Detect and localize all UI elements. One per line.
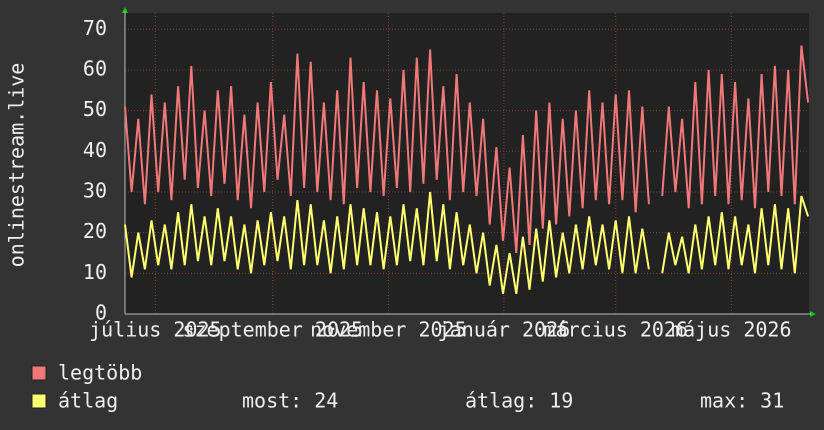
legend-label: átlag [58, 389, 118, 413]
legend-swatch [31, 393, 47, 409]
x-tick-label: szeptember 2025 [182, 318, 363, 342]
stat-value: 19 [549, 389, 573, 413]
y-tick-label: 70 [83, 16, 107, 40]
stat-label: átlag: [465, 389, 537, 413]
y-axis-label: onlinestream.live [5, 63, 29, 268]
series-line [124, 45, 810, 254]
x-tick-label: január 2026 [438, 318, 570, 342]
axis-arrow [810, 311, 816, 317]
y-tick-label: 20 [83, 219, 107, 243]
y-tick-label: 60 [83, 56, 107, 80]
legend-label: legtöbb [58, 361, 142, 385]
x-tick-label: május 2026 [671, 318, 791, 342]
plot-area [125, 13, 809, 314]
y-tick-label: 40 [83, 138, 107, 162]
stat-value: 24 [314, 389, 338, 413]
x-tick-label: július 2025 [89, 318, 221, 342]
x-tick-label: november 2025 [310, 318, 467, 342]
y-tick-label: 50 [83, 97, 107, 121]
stat-label: max: [700, 389, 748, 413]
series-line [124, 191, 810, 294]
y-tick-label: 30 [83, 178, 107, 202]
y-tick-label: 0 [95, 301, 107, 325]
x-tick-label: március 2026 [543, 318, 688, 342]
stat-label: most: [242, 389, 302, 413]
legend-swatch [31, 365, 47, 381]
axis-arrow [122, 7, 128, 13]
y-tick-label: 10 [83, 260, 107, 284]
stat-value: 31 [760, 389, 784, 413]
